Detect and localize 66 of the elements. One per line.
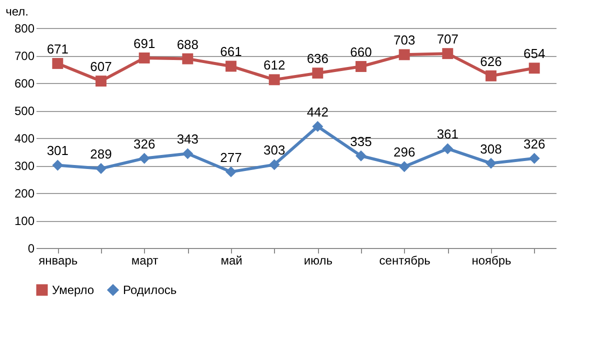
data-label: 688	[176, 36, 199, 52]
point	[312, 120, 324, 132]
y-tick-label: 600	[14, 76, 35, 90]
point	[398, 161, 410, 172]
point	[356, 61, 366, 72]
y-tick-label: 800	[14, 22, 35, 36]
y-tick-label: 700	[14, 49, 35, 63]
point	[268, 159, 280, 170]
point	[182, 53, 194, 64]
y-tick-label: 400	[14, 132, 35, 146]
data-label: 343	[176, 132, 199, 147]
point	[356, 150, 366, 162]
point	[96, 76, 106, 87]
data-label: 626	[480, 54, 502, 69]
data-label: 301	[46, 143, 69, 158]
legend-label: Умерло	[52, 283, 94, 297]
point	[528, 62, 540, 74]
point	[442, 143, 454, 154]
data-label: 303	[263, 142, 286, 158]
x-tick-label: май	[220, 254, 242, 268]
legend-label: Родилось	[123, 283, 177, 297]
point	[442, 48, 454, 60]
x-tick-label: январь	[38, 254, 78, 268]
point	[138, 152, 150, 164]
data-label: 661	[220, 44, 242, 60]
data-label: 660	[350, 44, 372, 60]
data-label: 308	[480, 141, 502, 156]
point	[226, 166, 236, 178]
x-tick-label: ноябрь	[472, 254, 512, 268]
data-label: 335	[350, 134, 372, 149]
point	[138, 52, 150, 64]
data-label: 636	[306, 51, 329, 66]
y-tick-label: 0	[28, 242, 35, 256]
y-axis-title: чел.	[6, 4, 28, 18]
data-label: 442	[306, 104, 329, 120]
point	[52, 58, 64, 69]
point	[528, 152, 540, 164]
point	[268, 74, 280, 86]
data-label: 277	[220, 150, 242, 165]
point	[226, 60, 236, 72]
y-tick-label: 200	[14, 186, 35, 200]
data-label: 671	[46, 41, 69, 56]
x-tick-label: июль	[304, 254, 333, 268]
data-label: 326	[523, 136, 546, 152]
data-label: 361	[436, 126, 459, 142]
data-label: 326	[133, 136, 156, 152]
data-label: 289	[90, 146, 112, 162]
point	[398, 49, 410, 60]
point	[312, 68, 324, 79]
data-label: 707	[436, 32, 459, 47]
point	[182, 148, 194, 160]
data-label: 607	[90, 59, 112, 74]
data-label: 654	[523, 46, 546, 62]
x-tick-label: март	[131, 254, 159, 268]
y-tick-label: 100	[14, 214, 35, 228]
data-label: 691	[133, 36, 156, 51]
data-label: 703	[393, 32, 416, 48]
point	[486, 70, 496, 82]
point	[96, 163, 106, 174]
data-label: 296	[393, 144, 416, 160]
data-label: 612	[263, 58, 286, 73]
x-tick-label: сентябрь	[379, 254, 430, 268]
point	[52, 160, 64, 171]
y-tick-label: 300	[14, 159, 35, 173]
y-tick-label: 500	[14, 104, 35, 118]
point	[486, 158, 496, 169]
